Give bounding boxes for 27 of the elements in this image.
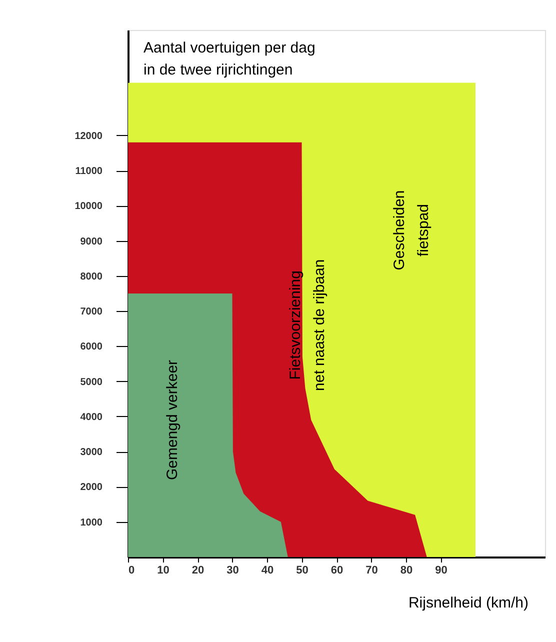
y-tick-label: 1000 [80, 517, 103, 528]
y-tick-label: 8000 [80, 271, 103, 282]
y-tick-label: 7000 [80, 306, 103, 318]
x-tick-label: 0 [128, 564, 135, 576]
x-tick-label: 70 [366, 564, 378, 576]
y-tick-label: 9000 [80, 236, 103, 248]
y-tick-label: 3000 [80, 447, 103, 458]
y-tick-label: 5000 [80, 376, 103, 388]
x-tick-label: 60 [330, 564, 344, 576]
series-label: Gemengd verkeer [164, 360, 181, 480]
x-tick-label: 80 [400, 564, 413, 576]
x-axis-title: Rijsnelheid (km/h) [408, 594, 528, 612]
x-tick-label: 20 [192, 564, 204, 576]
x-tick-label: 50 [296, 564, 308, 576]
text: Fietsvoorziening net naast de rijbaan [286, 259, 328, 392]
y-tick-label: 10000 [74, 201, 103, 212]
y-tick-label: 12000 [74, 130, 103, 142]
x-tick-label: 10 [157, 564, 170, 576]
y-tick-label: 4000 [80, 412, 103, 423]
y-tick-label: 6000 [80, 342, 103, 353]
x-tick-label: 90 [435, 564, 448, 576]
x-tick-label: 40 [261, 564, 274, 576]
y-tick-label: 11000 [75, 166, 103, 178]
series-label: Gescheiden fietspad [391, 190, 432, 270]
x-tick-label: 30 [226, 564, 239, 576]
y-tick-label: 2000 [80, 482, 103, 494]
y-axis-title: Aantal voertuigen per dag in de twee rijrichtingen [144, 40, 316, 78]
